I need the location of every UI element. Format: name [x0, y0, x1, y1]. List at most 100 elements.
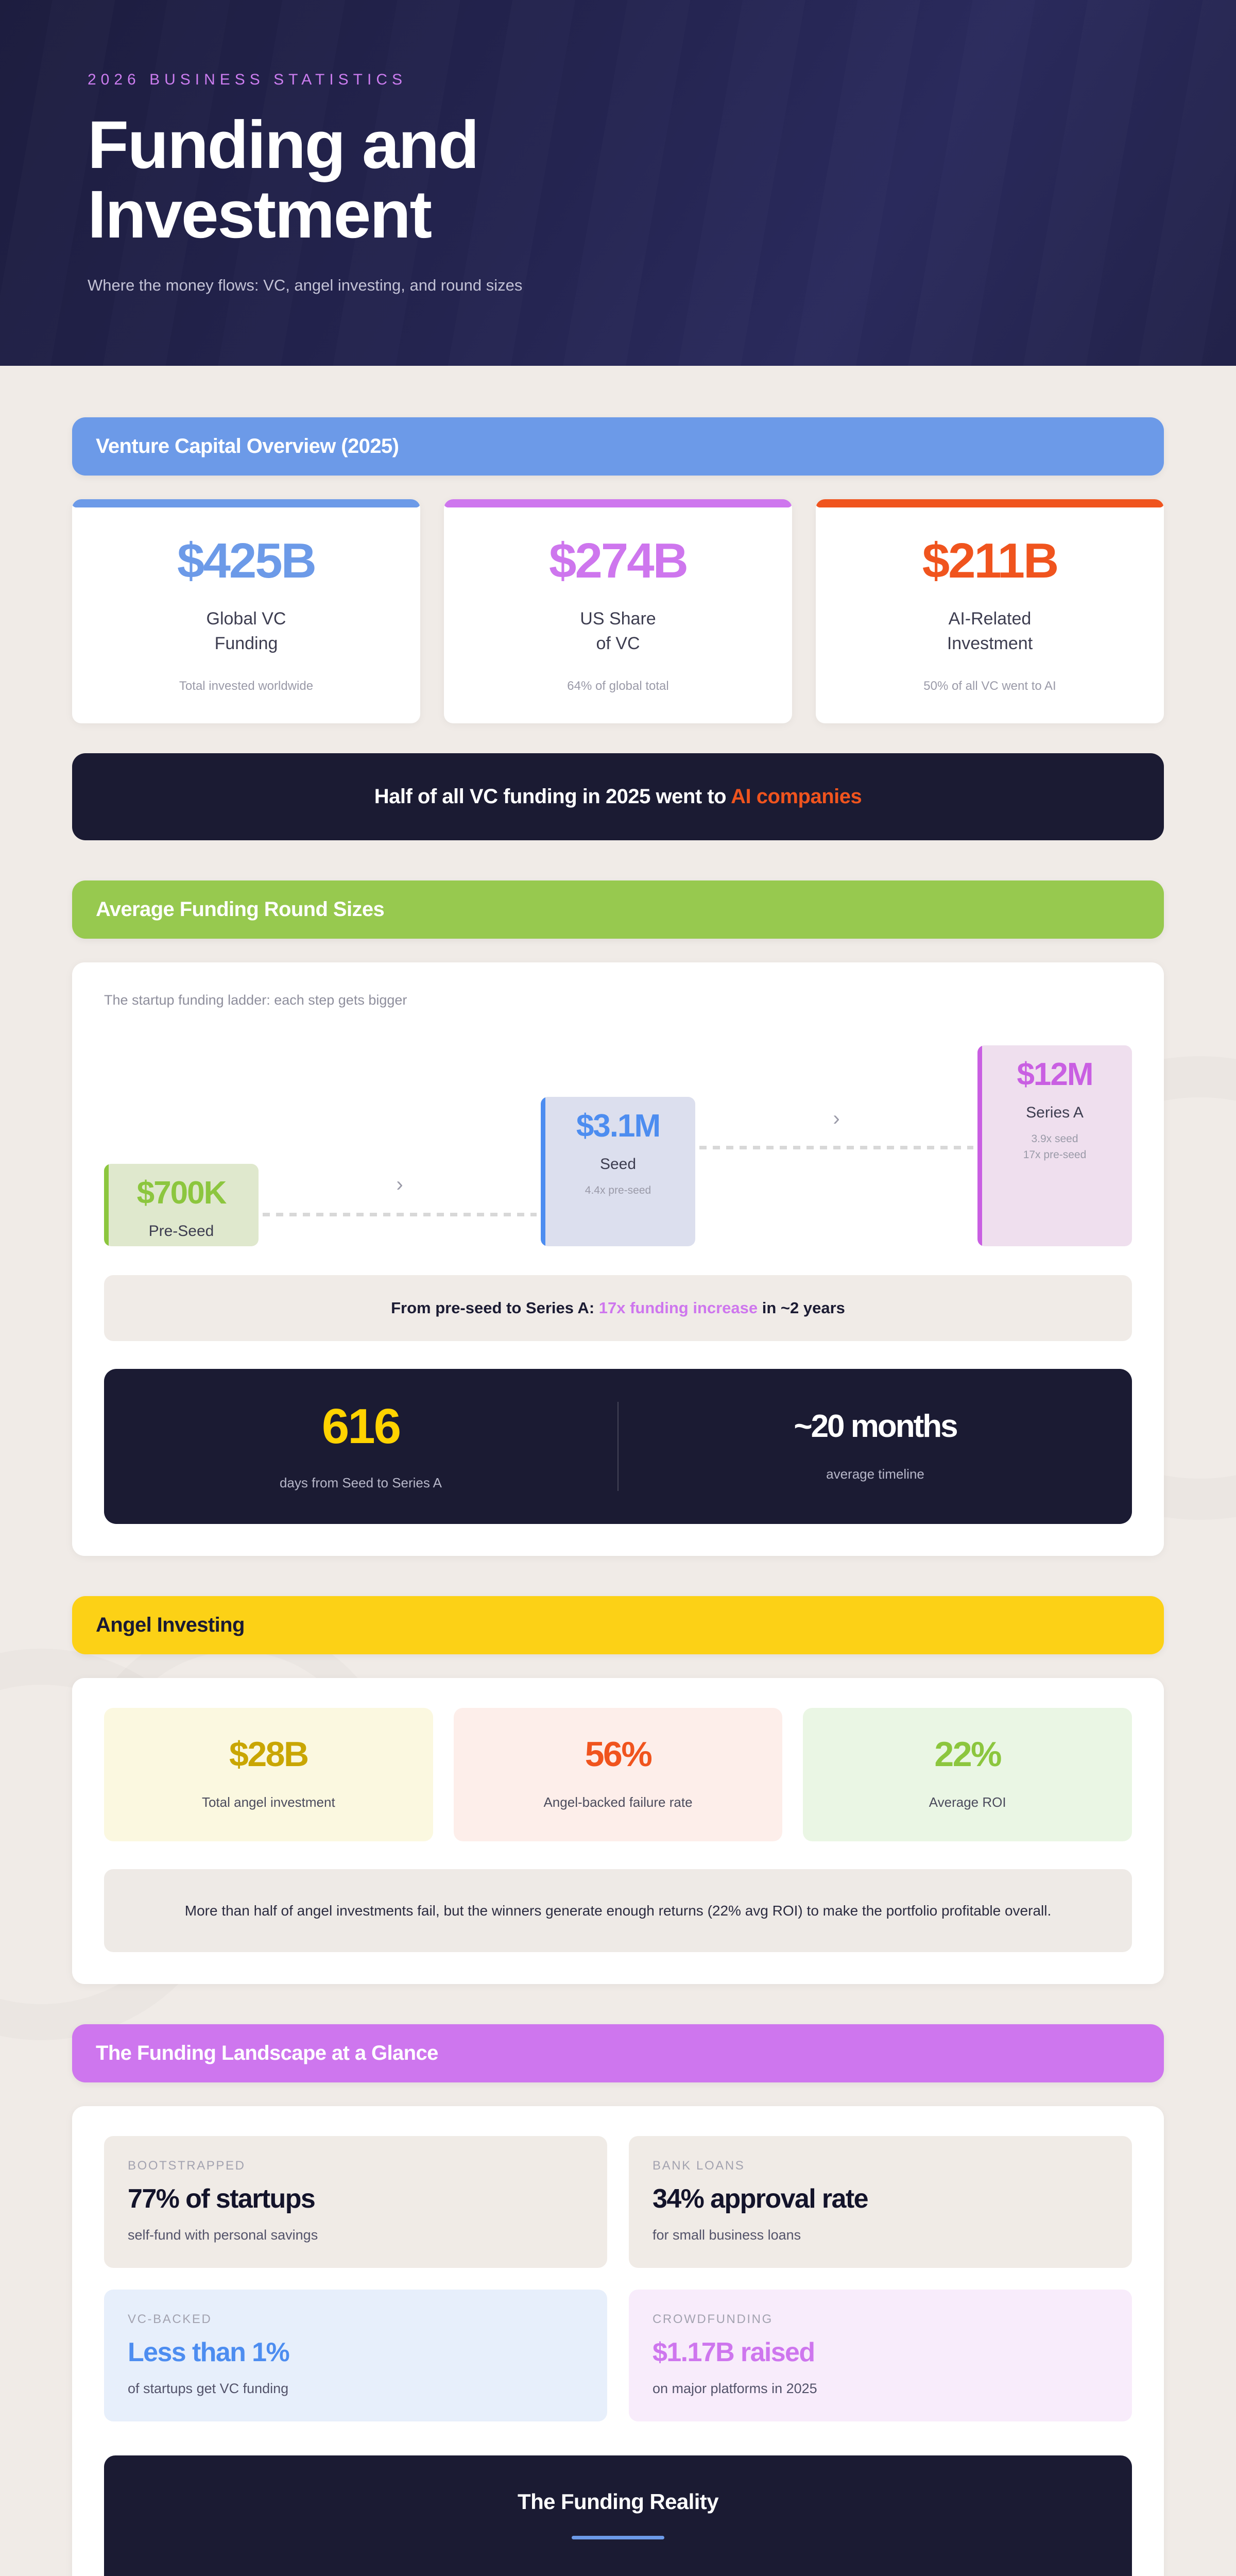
hero-header: 2026 BUSINESS STATISTICS Funding and Inv…	[0, 0, 1236, 366]
ladder-rung-value: $3.1M	[576, 1108, 661, 1144]
ladder-rung-value: $700K	[136, 1175, 227, 1211]
vc-card-note: Total invested worldwide	[179, 679, 314, 693]
note-prefix: From pre-seed to Series A:	[391, 1298, 599, 1317]
funding-reality-title: The Funding Reality	[518, 2489, 719, 2514]
landscape-card-bootstrapped: BOOTSTRAPPED 77% of startups self-fund w…	[104, 2136, 607, 2268]
landscape-card-tag: BANK LOANS	[653, 2158, 745, 2173]
vc-card-label: AI-Related Investment	[947, 609, 1033, 654]
vc-stat-card: $211B AI-Related Investment 50% of all VC…	[816, 499, 1164, 723]
ladder-rung-sublabel: 4.4x pre-seed	[585, 1184, 651, 1196]
funding-reality-line-1: Despite the headlines about billion-doll…	[135, 2570, 1101, 2576]
ladder-connector: ›	[695, 1045, 977, 1246]
infographic-body: Venture Capital Overview (2025) $425B Gl…	[0, 417, 1236, 2576]
vc-card-note: 64% of global total	[567, 679, 669, 693]
ladder-rung-seed: $3.1M Seed 4.4x pre-seed	[541, 1096, 695, 1246]
vc-highlight-banner: Half of all VC funding in 2025 went to A…	[72, 753, 1164, 840]
chevron-right-icon: ›	[833, 1107, 840, 1130]
landscape-card-grid: BOOTSTRAPPED 77% of startups self-fund w…	[104, 2136, 1132, 2422]
ladder-rung-sublabel: 3.9x seed 17x pre-seed	[1023, 1132, 1087, 1161]
timeline-months-label: average timeline	[826, 1466, 924, 1482]
timeline-stats-box: 616 days from Seed to Series A ~20 month…	[104, 1368, 1132, 1524]
timeline-stat-months: ~20 months average timeline	[617, 1401, 1132, 1491]
vc-stat-card-grid: $425B Global VC Funding Total invested wo…	[72, 499, 1164, 723]
hero-eyebrow: 2026 BUSINESS STATISTICS	[88, 71, 407, 89]
note-suffix: in ~2 years	[758, 1298, 845, 1317]
landscape-card-sub: of startups get VC funding	[128, 2381, 289, 2397]
landscape-card-tag: VC-BACKED	[128, 2312, 212, 2326]
section-funding-rounds: Average Funding Round Sizes The startup …	[72, 880, 1164, 1556]
vc-stat-card: $274B US Share of VC 64% of global total	[444, 499, 792, 723]
ladder-rung-series-a: $12M Series A 3.9x seed 17x pre-seed	[977, 1045, 1132, 1246]
section-funding-landscape: The Funding Landscape at a Glance BOOTST…	[72, 2024, 1164, 2576]
landscape-card-tag: CROWDFUNDING	[653, 2312, 773, 2326]
vc-card-value: $211B	[922, 533, 1059, 588]
angel-stat-label: Angel-backed failure rate	[543, 1794, 693, 1810]
section-venture-capital: Venture Capital Overview (2025) $425B Gl…	[72, 417, 1164, 840]
landscape-card-headline: Less than 1%	[128, 2337, 290, 2367]
angel-stat-label: Average ROI	[929, 1794, 1006, 1810]
chevron-right-icon: ›	[396, 1173, 403, 1196]
vc-stat-card: $425B Global VC Funding Total invested wo…	[72, 499, 420, 723]
ladder-caption: The startup funding ladder: each step ge…	[104, 992, 407, 1008]
landscape-card-sub: for small business loans	[653, 2227, 801, 2243]
dotted-connector-line	[699, 1145, 973, 1149]
landscape-card-sub: self-fund with personal savings	[128, 2227, 318, 2243]
landscape-card-crowdfunding: CROWDFUNDING $1.17B raised on major plat…	[629, 2289, 1132, 2422]
hero-subtitle: Where the money flows: VC, angel investi…	[88, 276, 523, 294]
section-heading-angel-investing: Angel Investing	[72, 1596, 1164, 1654]
vc-card-accent-bar	[444, 499, 792, 507]
landscape-card-bank-loans: BANK LOANS 34% approval rate for small b…	[629, 2136, 1132, 2268]
landscape-card-vc-backed: VC-BACKED Less than 1% of startups get V…	[104, 2289, 607, 2422]
angel-stat-card: 56% Angel-backed failure rate	[453, 1707, 783, 1841]
ladder-rung-value: $12M	[1017, 1056, 1093, 1092]
timeline-months-value: ~20 months	[794, 1408, 958, 1444]
angel-stat-label: Total angel investment	[201, 1794, 335, 1810]
landscape-card-headline: 77% of startups	[128, 2183, 316, 2214]
angel-summary-note: More than half of angel investments fail…	[104, 1869, 1132, 1952]
section-angel-investing: Angel Investing $28B Total angel investm…	[72, 1596, 1164, 1984]
angel-stat-card: 22% Average ROI	[803, 1707, 1132, 1841]
vc-card-label: US Share of VC	[580, 609, 656, 654]
ladder-rung-pre-seed: $700K Pre-Seed	[104, 1163, 259, 1246]
funding-rounds-panel: The startup funding ladder: each step ge…	[72, 962, 1164, 1556]
angel-stat-card: $28B Total angel investment	[104, 1707, 433, 1841]
ladder-rung-label: Seed	[599, 1155, 637, 1173]
funding-reality-box: The Funding Reality Despite the headline…	[104, 2455, 1132, 2576]
note-accent: 17x funding increase	[598, 1298, 758, 1317]
vc-banner-accent: AI companies	[731, 785, 862, 808]
timeline-stat-days: 616 days from Seed to Series A	[104, 1398, 617, 1491]
vc-banner-prefix: Half of all VC funding in 2025 went to	[374, 785, 731, 808]
angel-panel: $28B Total angel investment 56% Angel-ba…	[72, 1677, 1164, 1984]
landscape-panel: BOOTSTRAPPED 77% of startups self-fund w…	[72, 2106, 1164, 2576]
ladder-rung-label: Pre-Seed	[148, 1222, 214, 1240]
page-title-line-1: Funding and	[88, 107, 479, 183]
page-title: Funding and Investment	[88, 110, 654, 249]
ladder-rung-label: Series A	[1026, 1104, 1084, 1121]
angel-stat-value: 22%	[934, 1734, 1002, 1774]
angel-stat-value: $28B	[229, 1734, 309, 1774]
section-heading-funding-rounds: Average Funding Round Sizes	[72, 880, 1164, 939]
ladder-connector: ›	[259, 1045, 541, 1246]
timeline-days-label: days from Seed to Series A	[279, 1475, 442, 1490]
section-heading-funding-landscape: The Funding Landscape at a Glance	[72, 2024, 1164, 2082]
funding-ladder-chart: $700K Pre-Seed › $3.1M Seed 4.4x pre-see…	[104, 1045, 1132, 1246]
funding-reality-divider	[572, 2536, 664, 2540]
angel-stat-grid: $28B Total angel investment 56% Angel-ba…	[104, 1707, 1132, 1841]
vc-card-accent-bar	[816, 499, 1164, 507]
landscape-card-tag: BOOTSTRAPPED	[128, 2158, 246, 2173]
page-title-line-2: Investment	[88, 176, 432, 252]
vc-card-note: 50% of all VC went to AI	[923, 679, 1056, 693]
landscape-card-headline: 34% approval rate	[653, 2183, 869, 2214]
section-heading-venture-capital: Venture Capital Overview (2025)	[72, 417, 1164, 476]
angel-stat-value: 56%	[585, 1734, 653, 1774]
dotted-connector-line	[263, 1212, 537, 1216]
vc-card-label: Global VC Funding	[206, 609, 286, 654]
vc-card-accent-bar	[72, 499, 420, 507]
funding-increase-note: From pre-seed to Series A: 17x funding i…	[104, 1275, 1132, 1341]
landscape-card-headline: $1.17B raised	[653, 2337, 815, 2367]
landscape-card-sub: on major platforms in 2025	[653, 2381, 817, 2397]
timeline-days-value: 616	[321, 1398, 401, 1454]
vc-card-value: $425B	[177, 533, 317, 588]
vc-card-value: $274B	[549, 533, 689, 588]
